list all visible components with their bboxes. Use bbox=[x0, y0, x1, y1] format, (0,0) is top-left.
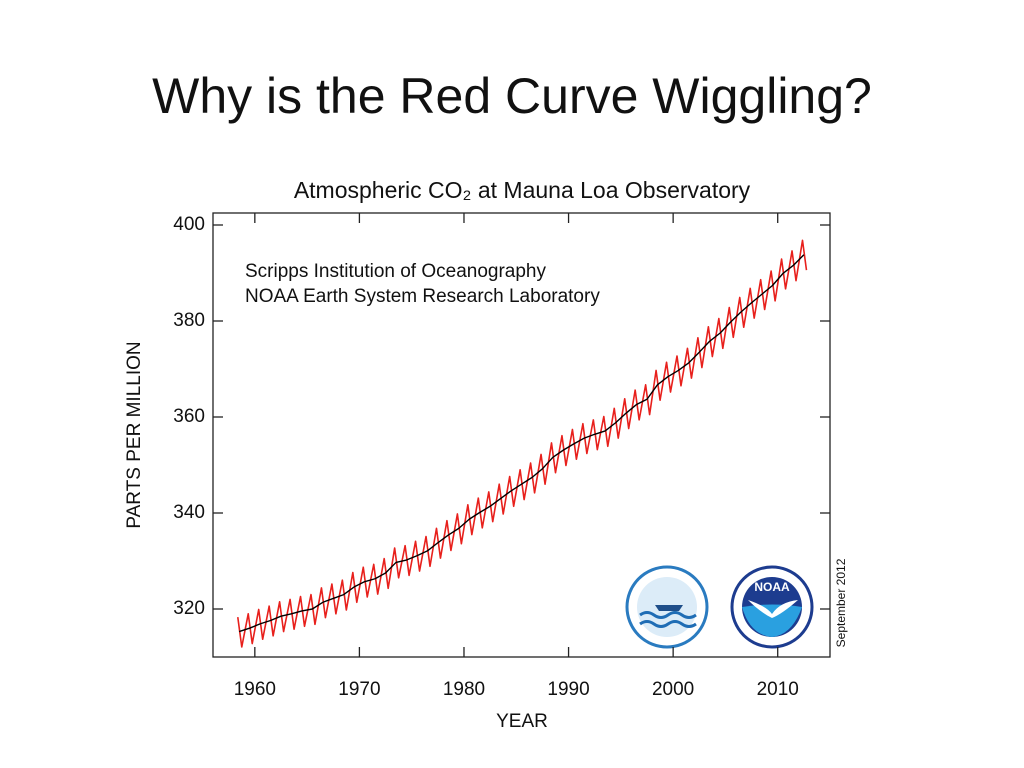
y-tick-label: 400 bbox=[173, 214, 205, 235]
noaa-logo: NOAA bbox=[730, 565, 814, 649]
logo-text: NOAA bbox=[754, 580, 790, 594]
x-axis-label: YEAR bbox=[496, 711, 548, 732]
y-tick-label: 380 bbox=[173, 310, 205, 331]
annotation: NOAA Earth System Research Laboratory bbox=[245, 286, 600, 307]
y-tick-label: 360 bbox=[173, 406, 205, 427]
y-tick-label: 340 bbox=[173, 502, 205, 523]
y-tick-label: 320 bbox=[173, 598, 205, 619]
x-tick-label: 2010 bbox=[757, 679, 799, 700]
x-tick-label: 1970 bbox=[338, 679, 380, 700]
x-tick-label: 1980 bbox=[443, 679, 485, 700]
plot-frame bbox=[212, 212, 831, 658]
x-tick-label: 2000 bbox=[652, 679, 694, 700]
annotation: September 2012 bbox=[834, 558, 848, 647]
chart-title: Atmospheric CO₂ at Mauna Loa Observatory bbox=[294, 177, 751, 203]
series-line bbox=[238, 254, 805, 633]
slide-title: Why is the Red Curve Wiggling? bbox=[152, 68, 872, 124]
series-line bbox=[236, 239, 808, 648]
annotation: Scripps Institution of Oceanography bbox=[245, 261, 547, 282]
scripps-logo bbox=[625, 565, 709, 649]
x-tick-label: 1960 bbox=[234, 679, 276, 700]
y-axis-label: PARTS PER MILLION bbox=[124, 341, 145, 528]
x-tick-label: 1990 bbox=[547, 679, 589, 700]
